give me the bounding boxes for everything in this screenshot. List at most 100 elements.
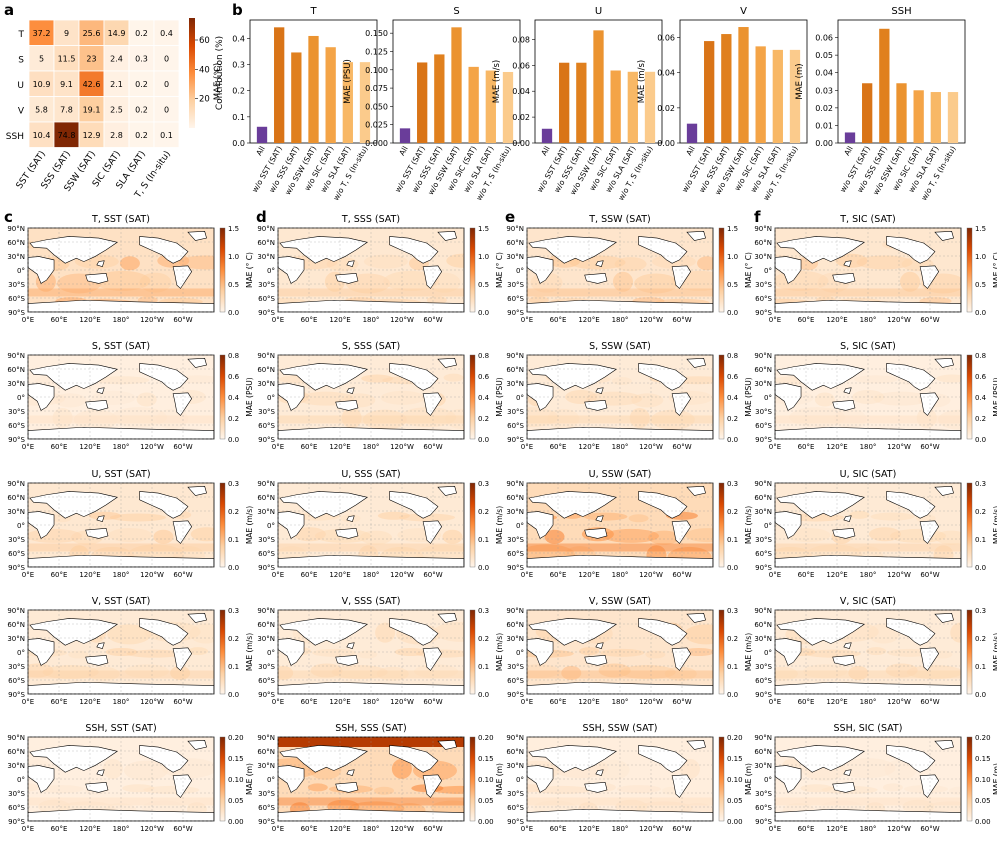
- map-colorbar-label: MAE (PSU): [495, 377, 504, 416]
- map-lat-label: 90°S: [507, 818, 524, 826]
- map-error-blob: [42, 665, 99, 680]
- map-landmass: [776, 363, 866, 391]
- heatmap-cell: [128, 96, 155, 123]
- map-lon-label: 60°E: [798, 443, 815, 451]
- map-lon-label: 120°E: [578, 825, 599, 833]
- map-lat-label: 90°S: [8, 309, 25, 317]
- map-error-blob: [873, 391, 930, 406]
- map-title: U, SSS (SAT): [341, 469, 400, 480]
- map-colorbar-tick: 0.4: [727, 394, 739, 402]
- map-lat-label: 30°N: [257, 635, 275, 643]
- map-lat-label: 30°S: [755, 408, 772, 416]
- map-lon-label: 180°: [113, 825, 130, 833]
- map-error-blob: [936, 374, 961, 383]
- bar-3: [738, 27, 749, 143]
- map-landmass: [638, 618, 688, 646]
- colorbar-tick-label: 60: [199, 36, 210, 46]
- map-error-blob: [426, 296, 447, 305]
- map-lon-label: 180°: [363, 571, 380, 579]
- map-landmass: [832, 273, 856, 284]
- map-lon-label: 120°W: [887, 698, 911, 706]
- map-lat-label: 60°S: [755, 804, 772, 812]
- bar-5: [627, 71, 638, 143]
- map-error-blob: [188, 647, 209, 656]
- map-lon-label: 180°: [612, 316, 629, 324]
- map-landmass: [919, 774, 940, 798]
- map-landmass: [919, 520, 940, 544]
- bar-ytick-label: 0.04: [512, 87, 530, 96]
- map-landmass: [389, 491, 439, 519]
- map-title: S, SIC (SAT): [840, 341, 896, 352]
- map-error-blob: [868, 527, 901, 542]
- map-error-blob: [916, 408, 937, 428]
- map-colorbar-tick: 0.05: [727, 797, 743, 805]
- map-error-blob: [645, 650, 666, 659]
- heatmap-row-label: U: [17, 81, 24, 91]
- map-colorbar: [219, 227, 226, 313]
- map-lon-label: 60°E: [51, 825, 68, 833]
- map-landmass: [686, 740, 706, 750]
- map-landmass: [279, 363, 369, 391]
- heatmap-cell-value: 0: [164, 54, 169, 63]
- map-colorbar: [469, 609, 476, 695]
- map-landmass: [346, 387, 355, 395]
- map-landmass: [139, 236, 189, 264]
- map-landmass: [437, 486, 457, 496]
- map-lat-label: 30°N: [257, 253, 275, 261]
- map-colorbar-tick: 0.0: [727, 436, 738, 444]
- map-lon-label: 60°E: [550, 443, 567, 451]
- map-lat-label: 30°S: [8, 536, 25, 544]
- map-lat-label: 0°: [267, 776, 275, 784]
- map-colorbar-tick: 0.20: [478, 734, 494, 742]
- map-landmass: [187, 740, 207, 750]
- bar-5: [485, 70, 496, 143]
- map-lat-label: 90°S: [8, 818, 25, 826]
- map-landmass: [278, 681, 464, 694]
- map-lat-label: 60°N: [257, 621, 275, 629]
- map-error-blob: [312, 648, 357, 657]
- map-lon-label: 120°W: [140, 698, 164, 706]
- map-colorbar-tick: 0.8: [975, 352, 986, 360]
- bar-ytick-label: 0.075: [365, 84, 388, 93]
- map-lat-label: 30°S: [8, 281, 25, 289]
- map-lon-label: 120°W: [140, 825, 164, 833]
- colorbar-tick-label: 40: [199, 65, 210, 75]
- map-lon-label: 60°W: [920, 571, 939, 579]
- map-landmass: [776, 236, 866, 264]
- map-landmass: [279, 745, 369, 773]
- bar-ytick-label: 0.02: [657, 104, 675, 113]
- map-landmass: [187, 613, 207, 623]
- map-colorbar-tick: 0.8: [228, 352, 239, 360]
- map-lat-label: 60°N: [257, 494, 275, 502]
- bar-0: [541, 128, 553, 143]
- map-title: S, SST (SAT): [92, 341, 150, 352]
- map-lon-label: 120°W: [390, 825, 414, 833]
- map-error-blob: [123, 760, 168, 781]
- map-colorbar-tick: 0.05: [228, 797, 244, 805]
- map-landmass: [28, 299, 214, 312]
- map-landmass: [335, 528, 359, 539]
- map-lat-label: 90°S: [8, 436, 25, 444]
- map-error-blob: [122, 784, 155, 793]
- map-lon-label: 120°W: [390, 698, 414, 706]
- map-error-blob: [583, 512, 628, 521]
- map-colorbar-tick: 0.6: [975, 373, 987, 381]
- map-colorbar-tick: 0.1: [727, 536, 738, 544]
- heatmap-cell-value: 9: [64, 29, 69, 38]
- map-error-blob: [885, 663, 918, 678]
- map-lon-label: 120°E: [79, 443, 100, 451]
- map-lon-label: 0°E: [272, 571, 284, 579]
- map-error-blob: [375, 622, 396, 643]
- map-error-blob: [900, 271, 921, 292]
- map-lat-label: 90°S: [258, 691, 275, 699]
- map-lat-label: 60°N: [506, 494, 524, 502]
- map-colorbar-tick: 0.0: [975, 309, 986, 317]
- panel-letter: e: [505, 208, 515, 226]
- bar-2: [576, 62, 587, 143]
- map-lon-label: 0°E: [769, 698, 781, 706]
- map-lat-label: 60°S: [755, 422, 772, 430]
- map-landmass: [187, 231, 207, 241]
- map-colorbar-tick: 0.00: [478, 818, 494, 826]
- map-error-blob: [789, 407, 846, 428]
- map-lat-label: 60°S: [258, 295, 275, 303]
